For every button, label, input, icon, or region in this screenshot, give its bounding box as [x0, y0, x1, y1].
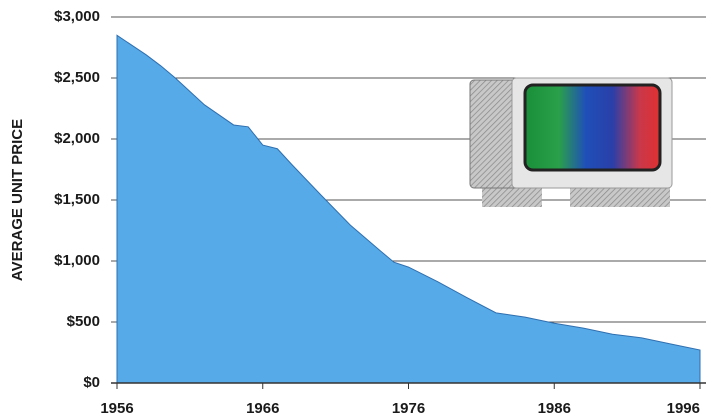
- x-tick-label: 1966: [246, 400, 279, 417]
- plot: [116, 34, 701, 384]
- y-tick-label: $2,500: [54, 69, 100, 86]
- axes: $0 $500 $1,000 $1,500 $2,000 $2,500 $3,000 1956…: [54, 8, 706, 417]
- y-axis-title: AVERAGE UNIT PRICE: [9, 119, 26, 281]
- x-tick-label: 1976: [392, 400, 425, 417]
- y-tick-label: $2,000: [54, 130, 100, 147]
- y-tick-label: $500: [67, 313, 100, 330]
- y-tick-label: $1,500: [54, 191, 100, 208]
- x-tick-label: 1956: [100, 400, 133, 417]
- y-tick-label: $3,000: [54, 8, 100, 25]
- x-tick-label: 1986: [538, 400, 571, 417]
- y-tick-label: $0: [83, 374, 100, 391]
- tv-illustration: [469, 77, 673, 207]
- tv-stand: [482, 185, 542, 207]
- tv-stand: [570, 185, 670, 207]
- x-tick-label: 1996: [667, 400, 700, 417]
- y-tick-label: $1,000: [54, 252, 100, 269]
- area: [116, 34, 701, 384]
- tv-screen: [523, 83, 662, 172]
